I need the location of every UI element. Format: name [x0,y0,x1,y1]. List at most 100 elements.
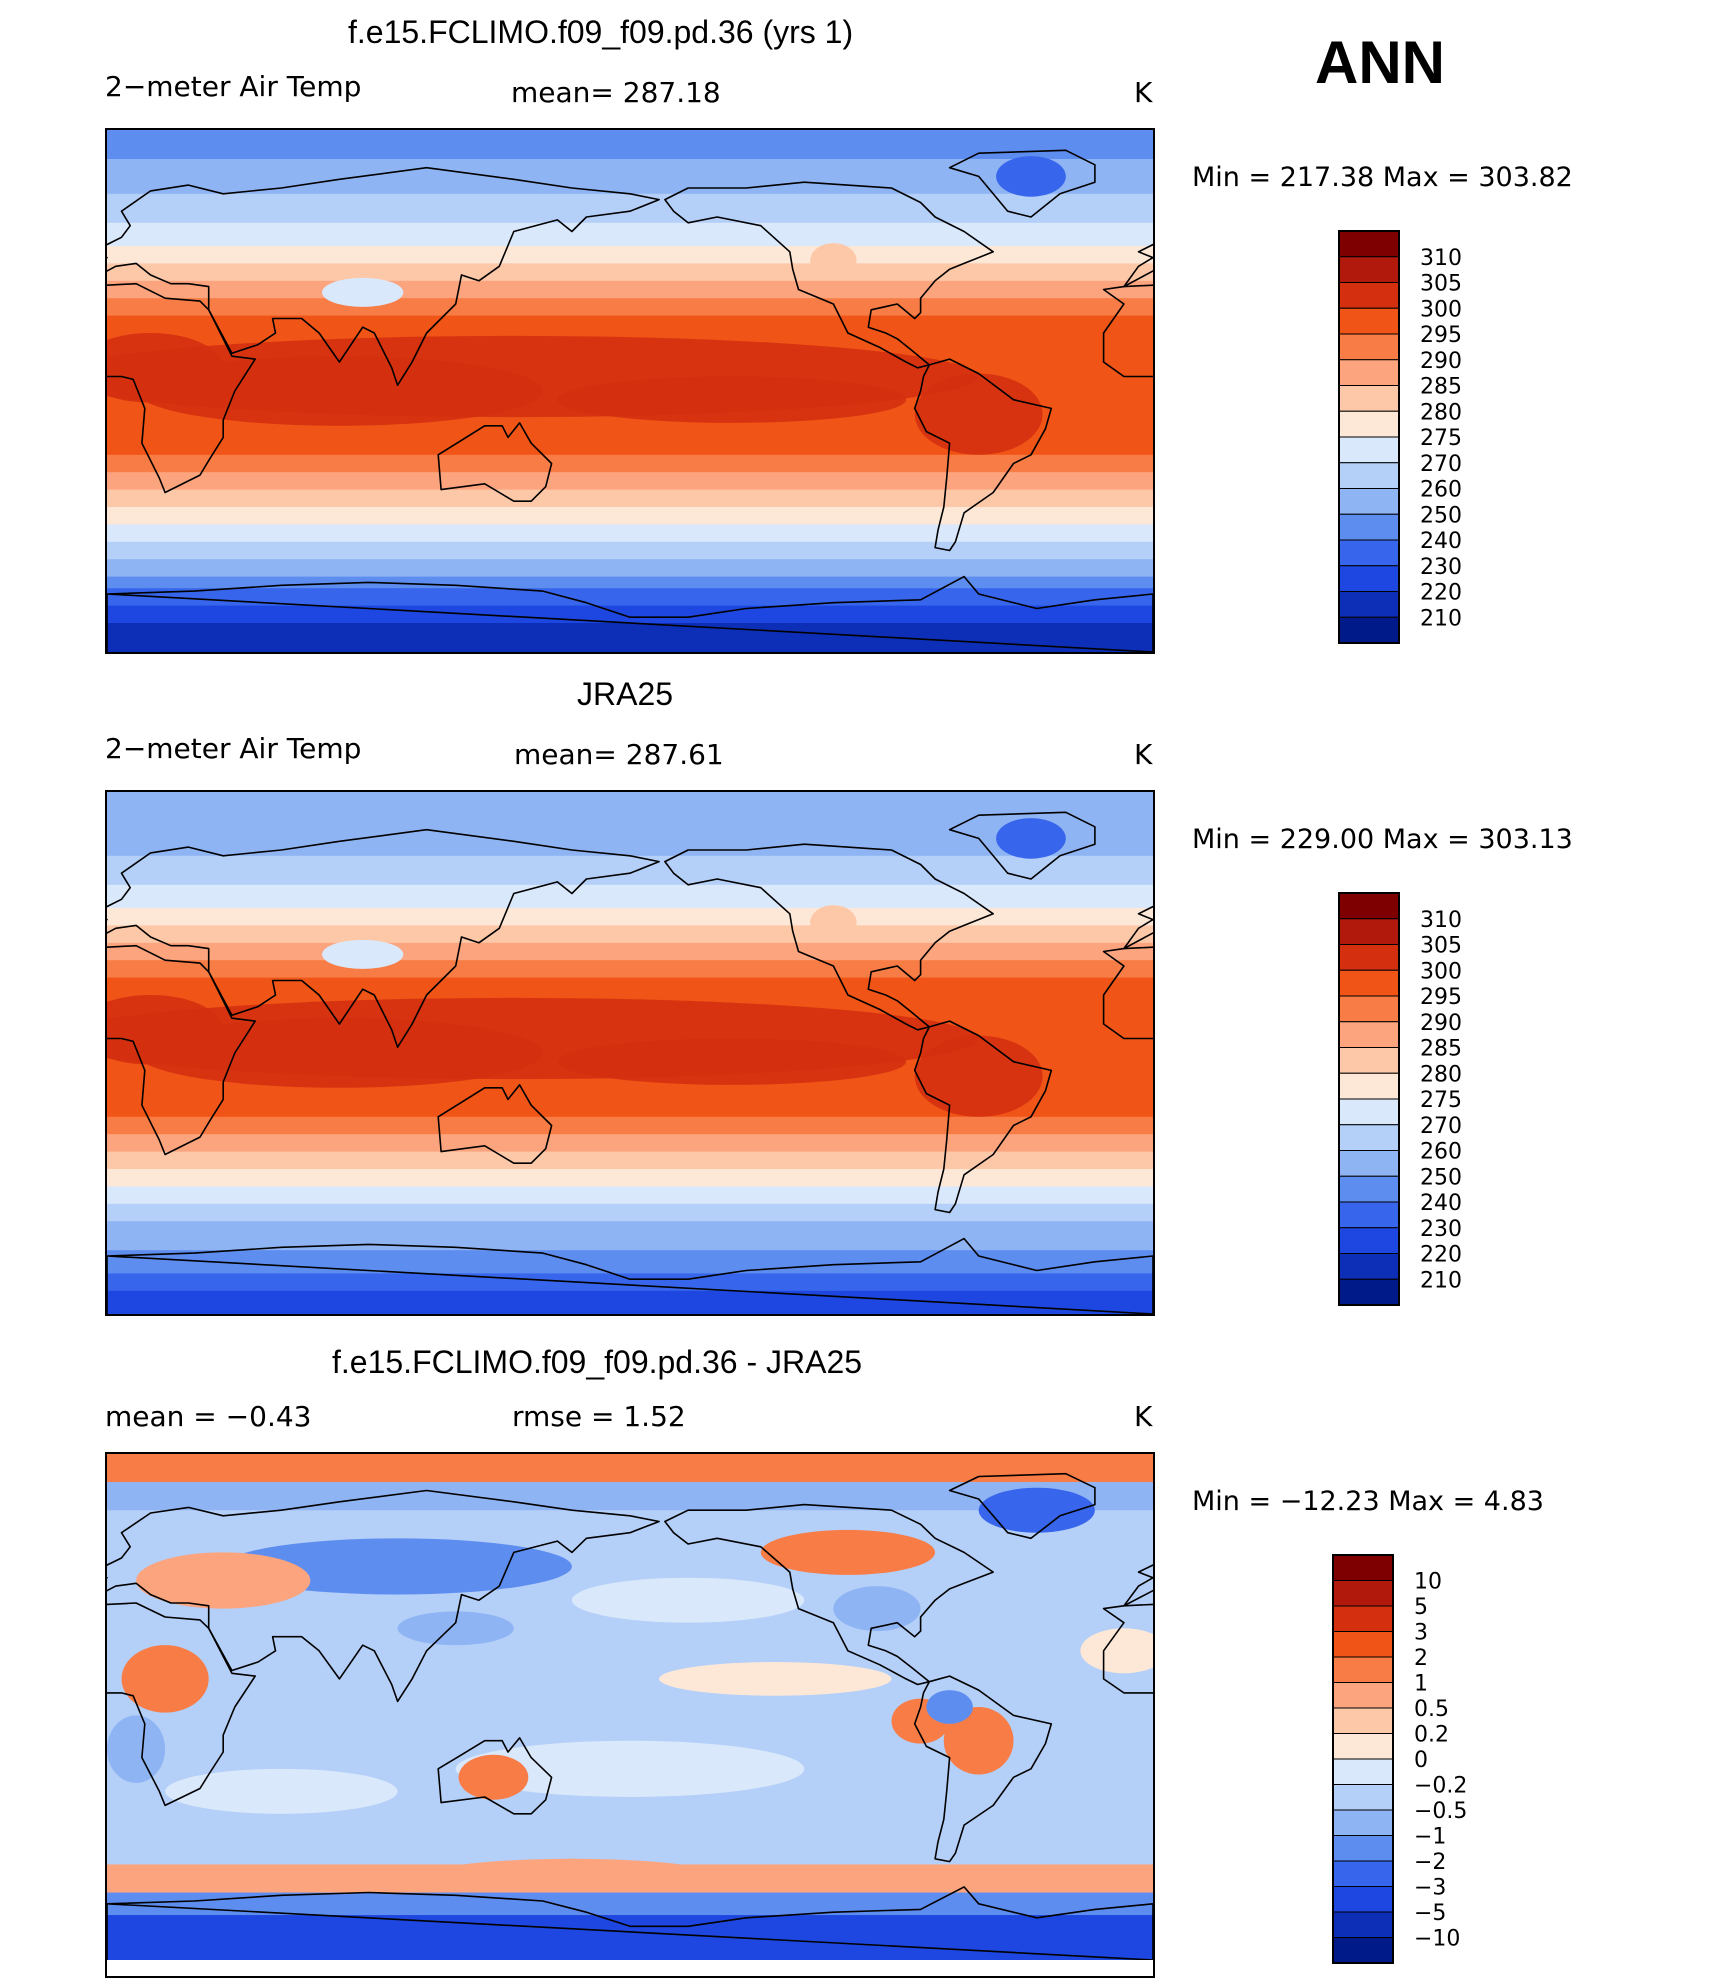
colorbar-tick-label: 290 [1420,1011,1462,1036]
temperature-band [107,1221,1153,1240]
colorbar-tick-label: 2 [1414,1646,1428,1671]
panel-3-units: K [1134,1400,1153,1433]
colorbar-swatch [1332,1835,1394,1862]
panel-3-rmse: rmse = 1.52 [512,1400,686,1433]
coastline-eurasia [107,828,660,1048]
panel-3-mean: mean = −0.43 [105,1400,312,1433]
colorbar-tick-label: 295 [1420,985,1462,1010]
cold-region [322,939,404,969]
colorbar-tick-label: −5 [1414,1901,1446,1926]
colorbar-swatch [1332,1656,1394,1683]
season-label: ANN [1315,29,1445,96]
colorbar-swatch [1332,1784,1394,1811]
colorbar-tick-label: 280 [1420,400,1462,425]
panel-3-title: f.e15.FCLIMO.f09_f09.pd.36 - JRA25 [332,1344,863,1380]
colorbar-tick-label: 0 [1414,1748,1428,1773]
temperature-band [107,130,1153,160]
coastline-samerica [913,1675,1053,1863]
colorbar-swatch [1338,591,1400,618]
anomaly-patch [659,1662,892,1696]
difference-band [107,1454,1153,1483]
temperature-band [107,623,1153,652]
panel-1-mean: mean= 287.18 [511,76,721,109]
temperature-band [107,524,1153,543]
temperature-band [107,576,1153,589]
coastline-greenland [948,811,1096,880]
colorbar-swatch [1338,565,1400,592]
colorbar-swatch [1332,1682,1394,1709]
colorbar-swatch [1338,513,1400,541]
colorbar-swatch [1338,462,1400,489]
colorbar-swatch [1338,385,1400,412]
colorbar-tick-label: 5 [1414,1595,1428,1620]
cold-region [996,156,1066,197]
panel-2-mean: mean= 287.61 [514,738,724,771]
coastline-africa [1102,284,1153,378]
colorbar-tick-label: −0.5 [1414,1799,1467,1824]
anomaly-patch [1080,1628,1153,1674]
panel-2-colorbar: 310 305 300 295 290 285 280 275 270 260 250 240 230 2… [1338,892,1558,1306]
anomaly-patch [978,1487,1095,1533]
temperature-band [107,1134,1153,1153]
colorbar-tick-label: 230 [1420,555,1462,580]
temperature-band [107,193,1153,224]
colorbar-swatch [1332,1911,1394,1938]
colorbar-tick-label: −1 [1414,1825,1446,1850]
colorbar-swatch [1338,1098,1400,1126]
colorbar-swatch [1332,1605,1394,1632]
temperature-band [107,1290,1153,1314]
land-anomaly-patch [833,1586,921,1632]
colorbar-swatch [1338,436,1400,464]
temperature-band [107,454,1153,473]
coastline-africa [107,1602,256,1807]
temperature-band [107,925,1153,944]
warm-pool-region [557,1038,907,1085]
colorbar-swatch [1338,1201,1400,1229]
colorbar-swatch [1332,1758,1394,1785]
panel-1-colorbar: 310 305 300 295 290 285 280 275 270 260 250 240 230 2… [1338,230,1558,644]
colorbar-swatch [1332,1554,1394,1581]
coastline-australia [437,1737,553,1815]
colorbar-tick-label: 280 [1420,1062,1462,1087]
colorbar-swatch [1338,256,1400,283]
warm-pool-region [136,1018,543,1088]
cold-region [996,818,1066,859]
colorbar-tick-label: 3 [1414,1621,1428,1646]
temperature-band [107,541,1153,560]
temperature-band [107,559,1153,578]
temperature-band [107,605,1153,624]
colorbar-swatch [1332,1937,1394,1964]
land-anomaly-patch [136,1552,311,1609]
panel-1-map [105,128,1155,654]
colorbar-swatch [1338,1227,1400,1254]
temperature-band [107,489,1153,508]
temperature-band [107,507,1153,525]
panel-1-units: K [1134,76,1153,109]
colorbar-swatch [1338,892,1400,920]
temperature-band [107,1169,1153,1187]
coastline-eurasia [107,166,660,386]
temperature-band [107,1186,1153,1205]
panel-2-minmax: Min = 229.00 Max = 303.13 [1192,824,1573,855]
anomaly-patch [165,1768,398,1814]
colorbar-swatch [1338,995,1400,1023]
difference-band [107,1482,1153,1511]
warm-pool-region [914,1035,1043,1117]
colorbar-swatch [1338,1047,1400,1074]
colorbar-swatch [1338,944,1400,971]
temperature-band [107,263,1153,282]
temperature-band [107,246,1153,264]
colorbar-swatch [1338,1278,1400,1306]
colorbar-swatch [1338,1175,1400,1203]
colorbar-tick-label: 300 [1420,297,1462,322]
colorbar-tick-label: 305 [1420,272,1462,297]
colorbar-tick-label: 230 [1420,1217,1462,1242]
colorbar-swatch [1338,1124,1400,1151]
coastline-samerica [913,1020,1053,1214]
warm-pool-region [136,356,543,426]
colorbar-swatch [1338,969,1400,997]
coastline-antarctica [107,1886,1153,1960]
temperature-band [107,1238,1153,1251]
colorbar-tick-label: 0.2 [1414,1723,1449,1748]
difference-band [107,1892,1153,1916]
